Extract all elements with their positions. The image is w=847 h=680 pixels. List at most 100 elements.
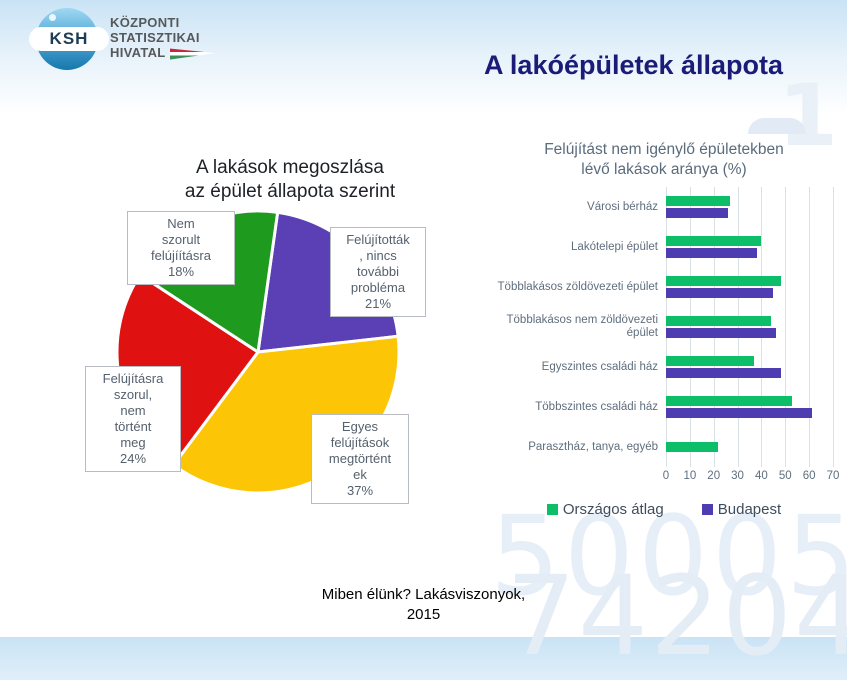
- org-line-3: HIVATAL: [110, 45, 216, 60]
- pie-label-line: szorult: [161, 232, 201, 247]
- logo-highlight-dot: [49, 14, 56, 21]
- bar-orszagos-atlag: [666, 196, 731, 206]
- gridline: [833, 187, 834, 467]
- pie-label-line: Egyes: [341, 419, 379, 434]
- bar-orszagos-atlag: [666, 442, 719, 452]
- legend-swatch-green-icon: [546, 504, 558, 515]
- pie-label-line: 21%: [364, 296, 392, 311]
- category-bars: [666, 307, 833, 347]
- pie-label-line: nem: [120, 403, 146, 418]
- gridline: [666, 187, 667, 467]
- footer-line2: 2015: [406, 606, 441, 623]
- watermark-dome-shape: [748, 118, 806, 134]
- org-line-1: KÖZPONTI: [110, 15, 180, 30]
- pie-title-line2: az épület állapota szerint: [184, 181, 396, 202]
- bar-chart-legend: Országos átlag Budapest: [488, 501, 840, 518]
- gridline: [689, 187, 691, 467]
- x-axis-tick-label: 20: [707, 470, 721, 482]
- category-bars: [666, 387, 833, 427]
- bar-chart-row: Lakótelepi épület: [488, 227, 840, 267]
- bar-title-line1: Felújítást nem igénylő épületekben: [544, 141, 784, 158]
- x-axis-tick-label: 30: [731, 470, 744, 482]
- footer-caption: Miben élünk? Lakásviszonyok, 2015: [0, 585, 847, 625]
- category-bars: [666, 227, 833, 267]
- legend-label-budapest: Budapest: [717, 501, 782, 518]
- pie-label-line: felújíításra: [151, 248, 211, 263]
- hungarian-flag-icon: [169, 48, 216, 60]
- bar-chart-row: Egyszintes családi ház: [488, 347, 840, 387]
- x-axis-tick-label: 0: [662, 470, 670, 482]
- pie-label-felujitottak: Felújították, nincs további probléma 21%: [330, 227, 426, 317]
- pie-label-egyes-felujitasok: Egyes felújítások megtörtént ek 37%: [311, 414, 409, 504]
- pie-label-felujitasra-szorul: Felújításra szorul, nem történt meg 24%: [85, 366, 181, 472]
- legend-item-orszagos-atlag: Országos átlag: [546, 501, 664, 518]
- pie-label-line: szorul,: [113, 387, 153, 402]
- gridline: [809, 187, 811, 467]
- pie-label-line: további: [357, 264, 399, 279]
- pie-label-line: felújítások: [330, 435, 390, 450]
- bar-budapest: [666, 208, 729, 218]
- bar-chart-gridlines: [666, 187, 834, 467]
- page-title: A lakóépületek állapota: [483, 50, 784, 80]
- watermark-digit-1: 1: [778, 66, 838, 166]
- bar-orszagos-atlag: [666, 236, 762, 246]
- bar-title-line2: lévő lakások aránya (%): [581, 161, 747, 178]
- pie-label-line: ek: [353, 467, 367, 482]
- bar-chart-row: Többlakásos nem zöldövezeti épület: [488, 307, 840, 347]
- bar-budapest: [666, 368, 781, 378]
- category-label: Többlakásos nem zöldövezeti épület: [506, 314, 659, 339]
- pie-label-line: megtörtént: [328, 451, 392, 466]
- pie-label-line: Felújították: [346, 232, 410, 247]
- footer-line1: Miben élünk? Lakásviszonyok,: [321, 586, 526, 603]
- bar-chart: Felújítást nem igénylő épületekben lévő …: [488, 140, 840, 518]
- pie-label-line: Felújításra: [102, 371, 164, 386]
- category-bars: [666, 267, 833, 307]
- category-bars: [666, 427, 833, 467]
- category-label: Többlakásos zöldövezeti épület: [497, 280, 658, 293]
- pie-label-nem-szorult: Nem szorult felújíításra 18%: [127, 211, 235, 285]
- bar-chart-plot: Városi bérház Lakótelepi épület Többlakáso…: [488, 187, 840, 467]
- gridline: [737, 187, 739, 467]
- bar-budapest: [666, 328, 776, 338]
- pie-label-line: probléma: [350, 280, 406, 295]
- ksh-acronym: KSH: [29, 27, 109, 51]
- ksh-org-name: KÖZPONTI STATISZTIKAI HIVATAL: [110, 8, 216, 60]
- pie-title-line1: A lakások megoszlása: [196, 157, 384, 178]
- pie-label-line: 37%: [346, 483, 374, 498]
- category-bars: [666, 347, 833, 387]
- bar-chart-title: Felújítást nem igénylő épületekben lévő …: [488, 140, 840, 180]
- pie-label-line: Nem: [167, 216, 195, 231]
- pie-label-line: , nincs: [359, 248, 397, 263]
- bar-chart-row: Többlakásos zöldövezeti épület: [488, 267, 840, 307]
- gridline: [761, 187, 763, 467]
- ksh-logo: KSH KÖZPONTI STATISZTIKAI HIVATAL: [29, 8, 216, 70]
- bar-orszagos-atlag: [666, 316, 771, 326]
- pie-label-line: 18%: [167, 264, 195, 279]
- legend-swatch-purple-icon: [701, 504, 713, 515]
- bar-orszagos-atlag: [666, 396, 793, 406]
- bar-chart-row: Parasztház, tanya, egyéb: [488, 427, 840, 467]
- category-bars: [666, 187, 833, 227]
- pie-label-line: 24%: [119, 451, 147, 466]
- x-axis-tick-label: 60: [802, 470, 816, 482]
- category-label: Egyszintes családi ház: [541, 360, 658, 373]
- bar-budapest: [666, 248, 757, 258]
- bar-chart-row: Többszintes családi ház: [488, 387, 840, 427]
- category-label: Parasztház, tanya, egyéb: [528, 440, 658, 453]
- legend-label-orszagos-atlag: Országos átlag: [562, 501, 664, 518]
- x-axis-tick-label: 10: [683, 470, 697, 482]
- bar-budapest: [666, 288, 774, 298]
- pie-chart-title: A lakások megoszlása az épület állapota …: [118, 156, 462, 204]
- ksh-logo-globe-icon: KSH: [29, 8, 109, 70]
- category-label: Városi bérház: [587, 200, 658, 213]
- x-axis-tick-label: 50: [778, 470, 792, 482]
- pie-label-line: meg: [120, 435, 146, 450]
- bar-chart-row: Városi bérház: [488, 187, 840, 227]
- x-axis-tick-label: 40: [755, 470, 768, 482]
- bar-orszagos-atlag: [666, 276, 781, 286]
- category-label: Lakótelepi épület: [571, 240, 658, 253]
- gridline: [713, 187, 715, 467]
- org-line-2: STATISZTIKAI: [110, 30, 200, 45]
- legend-item-budapest: Budapest: [701, 501, 782, 518]
- bar-chart-x-axis: 0 10 20 30 40 50 60 70: [662, 467, 840, 485]
